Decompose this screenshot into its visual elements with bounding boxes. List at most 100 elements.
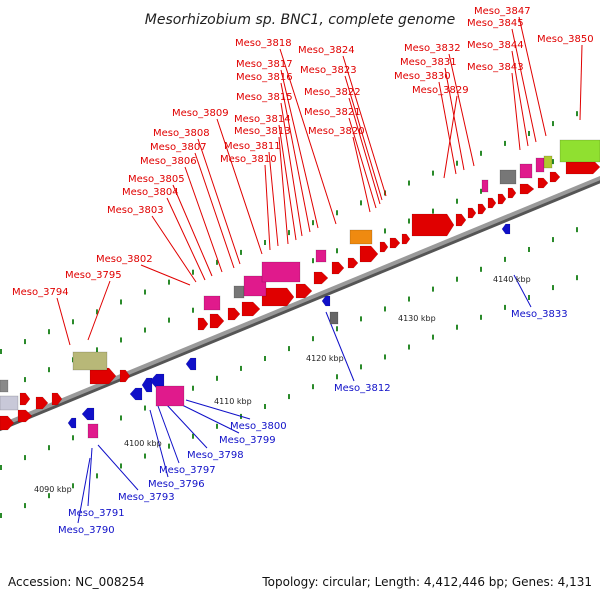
tick-dot	[552, 121, 554, 127]
leader-line-forward	[280, 82, 311, 233]
forward-gene-arrow	[389, 237, 401, 249]
leader-line-forward	[511, 28, 537, 143]
gene-box-lavender	[0, 395, 19, 411]
leader-line-forward	[278, 124, 297, 241]
forward-gene-arrow	[347, 257, 359, 269]
tick-dot	[528, 130, 530, 136]
leader-line-reverse	[77, 457, 91, 524]
tick-dot	[144, 327, 146, 333]
tick-dot	[576, 275, 578, 281]
tick-dot	[144, 405, 146, 411]
forward-gene-arrow	[331, 261, 345, 275]
gene-box-pink	[535, 157, 545, 173]
forward-gene-arrow	[519, 183, 535, 195]
leader-line-forward	[87, 280, 111, 341]
leader-line-forward	[197, 138, 241, 265]
leader-line-forward	[172, 184, 213, 277]
tick-dot	[120, 299, 122, 305]
gene-label-forward: Meso_3815	[236, 92, 293, 103]
gene-label-forward: Meso_3811	[224, 141, 281, 152]
tick-dot	[336, 326, 338, 332]
scale-labels: 4090 kbp 4100 kbp 4110 kbp 4120 kbp 4130 kbp…	[34, 275, 531, 494]
gene-label-forward: Meso_3847	[474, 6, 531, 17]
reverse-gene-arrow	[81, 407, 95, 421]
gene-label-reverse: Meso_3793	[118, 492, 175, 503]
backbone-line	[0, 175, 600, 429]
tick-dot	[480, 266, 482, 272]
leader-line-forward	[352, 136, 371, 213]
tick-dot	[264, 403, 266, 409]
tick-dot	[384, 228, 386, 234]
forward-gene-arrow	[359, 245, 379, 263]
reverse-gene-arrow	[321, 295, 331, 307]
tick-dot	[528, 294, 530, 300]
forward-gene-arrow	[19, 392, 31, 406]
gene-label-forward: Meso_3845	[467, 18, 524, 29]
gene-box-pink	[203, 295, 221, 311]
tick-dot	[456, 276, 458, 282]
forward-gene-arrow	[313, 271, 329, 285]
gene-box-orange	[349, 229, 373, 245]
gene-label-reverse: Meso_3800	[230, 421, 287, 432]
gene-label-forward: Meso_3816	[236, 72, 293, 83]
tick-dot	[0, 465, 2, 470]
gene-label-reverse: Meso_3812	[334, 383, 391, 394]
tick-dot	[456, 160, 458, 166]
scale-label: 4090 kbp	[34, 485, 72, 494]
tick-dot	[336, 210, 338, 216]
tick-dot	[456, 324, 458, 330]
tick-dot	[288, 346, 290, 352]
gene-label-forward: Meso_3818	[235, 38, 292, 49]
forward-gene-arrow	[295, 283, 313, 299]
gene-features	[0, 139, 600, 439]
leader-line-forward	[448, 53, 475, 167]
gene-label-reverse: Meso_3791	[68, 508, 125, 519]
gene-box-lime	[559, 139, 600, 163]
tick-dot	[264, 355, 266, 361]
leader-line-forward	[348, 97, 381, 205]
tick-dot	[24, 503, 26, 509]
gene-box-olive	[72, 351, 108, 371]
tick-dot	[48, 367, 50, 373]
tick-dot	[48, 445, 50, 451]
gene-box-pink	[243, 275, 267, 297]
gene-label-reverse: Meso_3796	[148, 479, 205, 490]
tick-dot	[48, 493, 50, 499]
forward-gene-arrow	[507, 187, 517, 199]
tick-dot	[192, 385, 194, 391]
forward-gene-arrow	[411, 213, 455, 237]
tick-dot	[576, 111, 578, 117]
gene-box-pink	[519, 163, 533, 179]
forward-gene-arrow	[227, 307, 241, 321]
leader-line-forward	[511, 72, 521, 151]
forward-gene-arrow	[17, 409, 33, 423]
forward-gene-arrow	[401, 233, 411, 245]
tick-dots	[0, 111, 578, 518]
tick-dot	[336, 374, 338, 380]
leader-line-reverse	[513, 274, 532, 308]
gene-label-forward: Meso_3802	[96, 254, 153, 265]
gene-box-gray	[0, 379, 9, 393]
tick-dot	[24, 377, 26, 383]
gene-box-pink	[155, 385, 185, 407]
gene-label-forward: Meso_3843	[467, 62, 524, 73]
tick-dot	[432, 170, 434, 176]
leader-line-reverse	[149, 409, 169, 478]
scale-label: 4130 kbp	[398, 314, 436, 323]
tick-dot	[384, 354, 386, 360]
gene-label-reverse: Meso_3798	[187, 450, 244, 461]
leader-line-forward	[216, 118, 263, 255]
tick-dot	[24, 455, 26, 461]
tick-dot	[96, 473, 98, 479]
leader-line-forward	[280, 102, 303, 237]
tick-dot	[432, 208, 434, 214]
forward-gene-arrow	[197, 317, 209, 331]
reverse-gene-arrow	[67, 417, 77, 429]
gene-box-pink	[315, 249, 327, 263]
forward-gene-arrow	[497, 193, 507, 205]
gene-box-pink	[261, 261, 301, 283]
gene-label-forward: Meso_3795	[65, 270, 122, 281]
gene-label-forward: Meso_3814	[234, 114, 291, 125]
tick-dot	[576, 227, 578, 233]
